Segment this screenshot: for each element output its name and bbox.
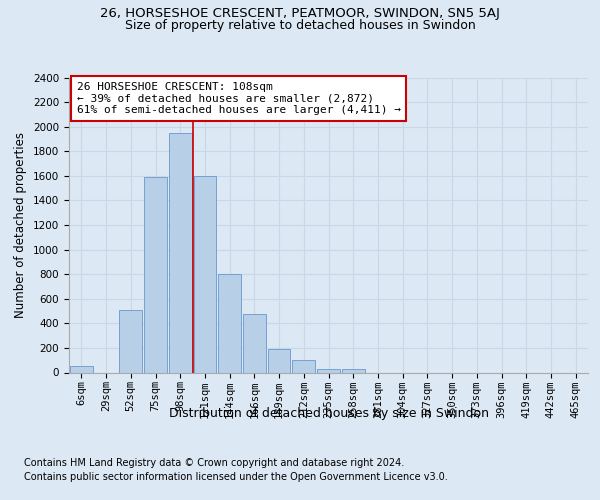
Text: 26, HORSESHOE CRESCENT, PEATMOOR, SWINDON, SN5 5AJ: 26, HORSESHOE CRESCENT, PEATMOOR, SWINDO…	[100, 8, 500, 20]
Bar	[144, 177, 167, 372]
Bar	[268, 348, 290, 372]
Bar	[243, 314, 266, 372]
Text: Contains public sector information licensed under the Open Government Licence v3: Contains public sector information licen…	[24, 472, 448, 482]
Bar	[119, 310, 142, 372]
Bar	[70, 366, 93, 372]
Bar	[317, 369, 340, 372]
Bar	[292, 360, 315, 372]
Y-axis label: Number of detached properties: Number of detached properties	[14, 132, 28, 318]
Text: Size of property relative to detached houses in Swindon: Size of property relative to detached ho…	[125, 19, 475, 32]
Text: Contains HM Land Registry data © Crown copyright and database right 2024.: Contains HM Land Registry data © Crown c…	[24, 458, 404, 468]
Text: 26 HORSESHOE CRESCENT: 108sqm
← 39% of detached houses are smaller (2,872)
61% o: 26 HORSESHOE CRESCENT: 108sqm ← 39% of d…	[77, 82, 401, 115]
Bar	[218, 274, 241, 372]
Bar	[169, 133, 191, 372]
Bar	[194, 176, 216, 372]
Bar	[342, 369, 365, 372]
Text: Distribution of detached houses by size in Swindon: Distribution of detached houses by size …	[169, 408, 489, 420]
